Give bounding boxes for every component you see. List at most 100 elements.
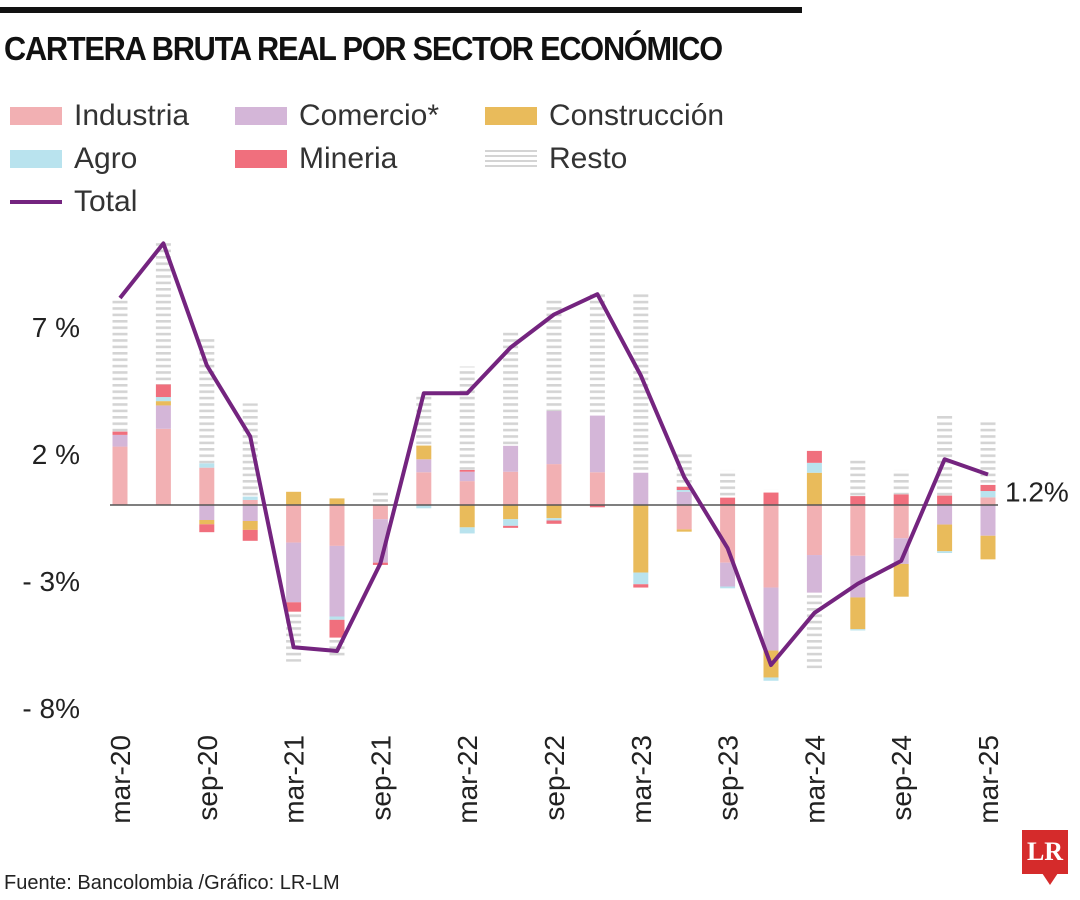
legend-swatch bbox=[235, 107, 287, 125]
bar-segment-industria-sep-22 bbox=[546, 464, 562, 505]
legend-item-mineria: Mineria bbox=[235, 142, 397, 176]
legend-item-resto: Resto bbox=[485, 142, 627, 176]
legend-label: Comercio* bbox=[299, 99, 440, 132]
bar-segment-resto-sep-22 bbox=[546, 298, 562, 412]
x-tick-label: mar-24 bbox=[799, 735, 830, 824]
bar-segment-industria-sep-20 bbox=[199, 467, 215, 505]
bar-segment-comercio-mar-21 bbox=[286, 542, 302, 603]
legend-label: Agro bbox=[74, 142, 138, 175]
bar-segment-resto-dec-24 bbox=[937, 413, 953, 496]
bar-segment-resto-mar-23 bbox=[633, 291, 649, 473]
bar-segment-agro-mar-24 bbox=[806, 462, 822, 473]
bar-segment-comercio-sep-22 bbox=[546, 411, 562, 465]
bar-segment-industria-jun-23 bbox=[676, 505, 692, 530]
bar-segment-mineria-dec-22 bbox=[589, 505, 605, 508]
y-tick-label: - 8% bbox=[22, 693, 80, 724]
legend-label: Construcción bbox=[549, 99, 725, 132]
bar-segment-resto-jun-22 bbox=[503, 330, 519, 446]
bar-segment-resto-sep-20 bbox=[199, 338, 215, 464]
bar-segment-mineria-mar-25 bbox=[980, 484, 996, 492]
x-tick-label: mar-22 bbox=[452, 735, 483, 824]
legend-item-comercio: Comercio* bbox=[235, 99, 439, 133]
bar-segment-comercio-dec-20 bbox=[242, 505, 258, 522]
bar-segment-construccion-jun-22 bbox=[503, 505, 519, 520]
bar-segment-construccion-jun-24 bbox=[850, 597, 866, 630]
chart-title: CARTERA BRUTA REAL POR SECTOR ECONÓMICO bbox=[4, 30, 723, 67]
bar-segment-industria-dec-20 bbox=[242, 499, 258, 505]
legend-item-agro: Agro bbox=[10, 142, 137, 176]
bar-segment-comercio-sep-20 bbox=[199, 505, 215, 520]
bar-segment-construccion-mar-23 bbox=[633, 505, 649, 573]
bar-segment-resto-mar-20 bbox=[112, 298, 128, 432]
bar-segment-industria-jun-21 bbox=[329, 505, 345, 546]
bar-segment-resto-jun-20 bbox=[155, 242, 171, 385]
legend-swatch bbox=[485, 107, 537, 125]
bar-segment-mineria-sep-24 bbox=[893, 494, 909, 505]
bar-segment-mineria-sep-22 bbox=[546, 520, 562, 524]
bar-segment-mineria-sep-20 bbox=[199, 524, 215, 533]
bar-segment-construccion-mar-22 bbox=[459, 505, 475, 528]
total-last-value-label: 1.2% bbox=[1005, 477, 1069, 508]
bar-segment-mineria-mar-22 bbox=[459, 469, 475, 472]
legend-item-total: Total bbox=[10, 185, 137, 219]
bar-segment-industria-sep-21 bbox=[372, 505, 388, 520]
bar-segment-resto-dec-22 bbox=[589, 293, 605, 416]
bar-segment-comercio-jun-20 bbox=[155, 405, 171, 429]
legend-item-industria: Industria bbox=[10, 99, 189, 133]
bar-segment-comercio-sep-23 bbox=[720, 562, 736, 587]
bar-segment-mineria-dec-24 bbox=[937, 495, 953, 505]
lr-logo: LR bbox=[1022, 830, 1068, 874]
bar-segment-mineria-dec-20 bbox=[242, 529, 258, 541]
bar-segment-construccion-sep-22 bbox=[546, 505, 562, 519]
bar-segment-mineria-jun-24 bbox=[850, 496, 866, 505]
bar-segment-comercio-sep-24 bbox=[893, 538, 909, 564]
bar-segment-construccion-mar-24 bbox=[806, 472, 822, 505]
bar-segment-construccion-jun-21 bbox=[329, 498, 345, 505]
bar-segment-comercio-mar-25 bbox=[980, 505, 996, 536]
bar-segment-mineria-mar-21 bbox=[286, 602, 302, 612]
bar-segment-agro-jun-21 bbox=[329, 616, 345, 620]
source-note: Fuente: Bancolombia /Gráfico: LR-LM bbox=[4, 872, 340, 894]
bar-segment-comercio-mar-24 bbox=[806, 555, 822, 593]
bar-segment-mineria-mar-24 bbox=[806, 450, 822, 463]
bar-segment-industria-mar-24 bbox=[806, 505, 822, 556]
bar-segment-comercio-jun-21 bbox=[329, 545, 345, 617]
legend-swatch bbox=[10, 107, 62, 125]
bar-segment-mineria-dec-23 bbox=[763, 492, 779, 505]
legend-label: Industria bbox=[74, 99, 190, 132]
bar-segment-agro-dec-20 bbox=[242, 496, 258, 500]
x-tick-label: mar-21 bbox=[279, 735, 310, 824]
bar-segment-comercio-mar-22 bbox=[459, 471, 475, 482]
bar-segment-agro-mar-23 bbox=[633, 572, 649, 585]
y-tick-label: 2 % bbox=[32, 439, 80, 470]
bar-segment-industria-jun-22 bbox=[503, 471, 519, 505]
x-tick-label: sep-24 bbox=[886, 735, 917, 821]
legend-item-construccion: Construcción bbox=[485, 99, 724, 133]
bar-segment-agro-dec-21 bbox=[416, 505, 432, 509]
bar-segment-construccion-mar-21 bbox=[286, 491, 302, 505]
bar-segment-mineria-mar-23 bbox=[633, 584, 649, 588]
bar-segment-resto-mar-22 bbox=[459, 366, 475, 470]
bar-segment-construccion-dec-20 bbox=[242, 521, 258, 530]
legend-swatch bbox=[485, 150, 537, 168]
bar-segment-agro-sep-20 bbox=[199, 463, 215, 468]
total-line bbox=[118, 241, 989, 668]
bar-segment-agro-mar-25 bbox=[980, 491, 996, 498]
x-tick-label: mar-20 bbox=[105, 735, 136, 824]
bar-segment-comercio-jun-22 bbox=[503, 445, 519, 472]
bar-segment-resto-mar-25 bbox=[980, 419, 996, 485]
bar-segment-agro-jun-20 bbox=[155, 397, 171, 402]
bar-segment-industria-mar-22 bbox=[459, 481, 475, 505]
bar-segment-resto-sep-24 bbox=[893, 469, 909, 495]
bar-segment-agro-dec-23 bbox=[763, 677, 779, 681]
bar-segment-agro-jun-22 bbox=[503, 519, 519, 526]
bar-segment-mineria-jun-22 bbox=[503, 525, 519, 528]
bar-segment-agro-mar-22 bbox=[459, 527, 475, 534]
bar-segment-comercio-jun-24 bbox=[850, 555, 866, 598]
bar-segment-agro-dec-24 bbox=[937, 551, 953, 554]
bar-segment-agro-sep-22 bbox=[546, 518, 562, 521]
bar-segment-resto-jun-24 bbox=[850, 458, 866, 497]
bar-segment-comercio-mar-20 bbox=[112, 434, 128, 447]
bar-segment-comercio-dec-21 bbox=[416, 459, 432, 473]
